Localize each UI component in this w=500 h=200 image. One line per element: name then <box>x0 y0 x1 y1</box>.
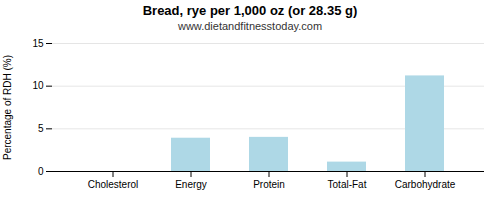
svg-text:Energy: Energy <box>175 179 207 190</box>
svg-text:Protein: Protein <box>253 179 285 190</box>
svg-text:15: 15 <box>32 38 44 49</box>
svg-text:Percentage of RDH (%): Percentage of RDH (%) <box>2 55 13 160</box>
svg-text:10: 10 <box>32 80 44 91</box>
html-text:Bread, rye per 1,000 oz (or 28: Bread, rye per 1,000 oz (or 28.35 g) <box>142 3 358 18</box>
svg-text:Carbohydrate: Carbohydrate <box>395 179 456 190</box>
svg-text:5: 5 <box>38 123 44 134</box>
svg-text:Cholesterol: Cholesterol <box>88 179 139 190</box>
svg-text:Total-Fat: Total-Fat <box>328 179 367 190</box>
svg-text:0: 0 <box>38 166 44 177</box>
html-text:www.dietandfitnesstoday.com: www.dietandfitnesstoday.com <box>178 20 322 32</box>
